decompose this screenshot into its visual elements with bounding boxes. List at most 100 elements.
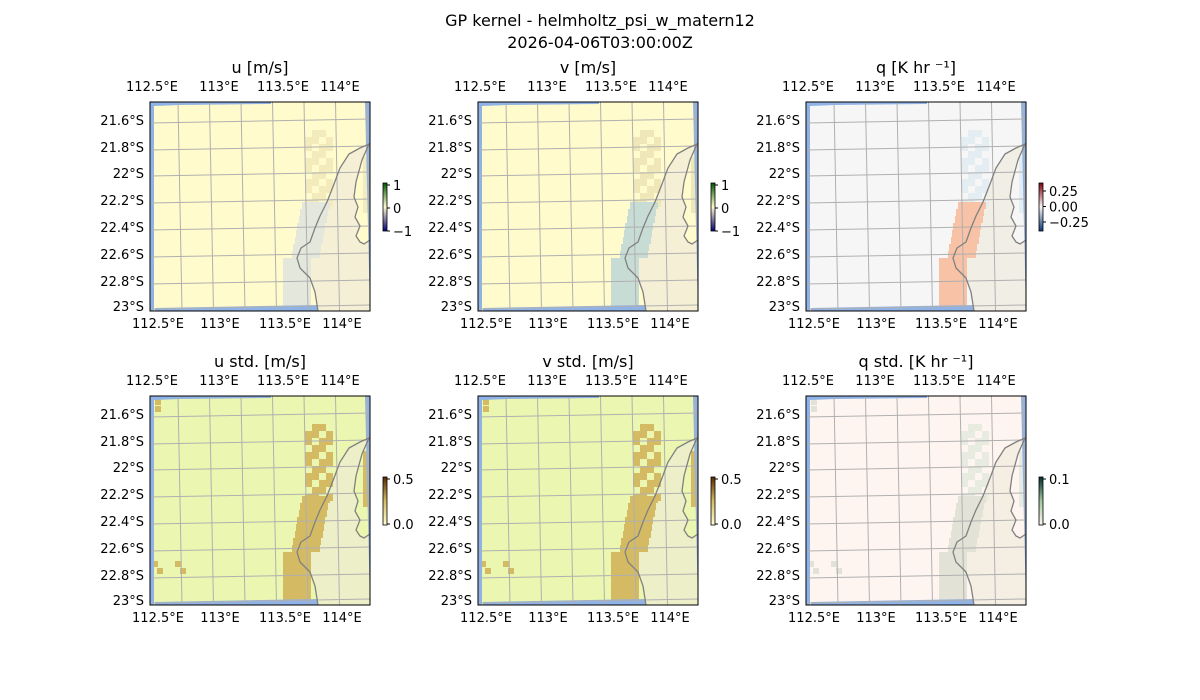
heat-cell <box>312 172 319 179</box>
heat-cell <box>976 510 983 517</box>
gridline-lon <box>366 102 370 285</box>
heat-cell <box>297 552 304 559</box>
gridline-lat <box>150 439 370 445</box>
gridline-lon <box>272 102 277 311</box>
heat-cell <box>975 186 982 193</box>
x-tick-label-top: 114°E <box>320 80 360 95</box>
heat-cell <box>982 179 989 186</box>
heat-cell <box>304 517 311 524</box>
heat-cell <box>946 272 953 279</box>
heat-cell <box>951 237 958 244</box>
panel-title: u std. [m/s] <box>214 352 306 371</box>
heat-cell <box>305 165 312 172</box>
heat-cell <box>647 459 654 466</box>
heat-cell <box>691 472 698 479</box>
heat-cell <box>953 566 960 573</box>
heat-cell <box>1019 178 1026 185</box>
heat-cell <box>283 559 290 566</box>
heat-cell <box>305 452 312 459</box>
heat-cell <box>640 137 647 144</box>
heat-cell <box>972 496 979 503</box>
heat-cell <box>965 531 972 538</box>
gridline-lon <box>896 102 902 311</box>
heat-cell <box>968 172 975 179</box>
heat-cell <box>813 568 819 574</box>
x-tick-label-top: 113.5°E <box>913 80 965 95</box>
heat-cell <box>647 186 654 193</box>
heat-cell <box>939 286 946 293</box>
heat-cell <box>283 279 290 286</box>
heat-cell <box>297 594 304 601</box>
heat-cell <box>836 568 842 574</box>
heat-cell <box>618 265 625 272</box>
coastline <box>952 436 1026 605</box>
y-tick-label: 22.4°S <box>100 221 144 236</box>
gridline-lat <box>478 304 698 310</box>
heat-cell <box>611 286 618 293</box>
heat-cell <box>297 272 304 279</box>
heat-cell <box>311 223 318 230</box>
heat-cell <box>618 272 625 279</box>
heat-cell <box>319 480 326 487</box>
heat-cell <box>618 279 625 286</box>
heat-cell <box>976 216 983 223</box>
gridline-lat <box>478 598 698 604</box>
y-tick-label: 22.2°S <box>428 194 472 209</box>
heat-cell <box>317 524 324 531</box>
heat-cell <box>297 580 304 587</box>
y-tick-label: 22.6°S <box>428 542 472 557</box>
gridline-lat <box>478 145 698 151</box>
heat-cell <box>953 594 960 601</box>
heat-cell <box>295 237 302 244</box>
heat-cell <box>508 568 514 574</box>
heat-cell <box>319 445 326 452</box>
heat-cell <box>633 459 640 466</box>
heat-cell <box>691 479 698 486</box>
map-panel: v [m/s]112.5°E112.5°E113°E113°E113.5°E11… <box>428 58 740 332</box>
x-tick-label-bottom: 113.5°E <box>259 317 311 332</box>
heat-cell <box>637 237 644 244</box>
map-content <box>478 102 698 311</box>
gridline-lon <box>833 102 839 311</box>
heat-cell <box>625 293 632 300</box>
heat-cell <box>648 216 655 223</box>
colorbar <box>382 476 388 526</box>
heat-cell <box>312 151 319 158</box>
heat-cell <box>306 216 313 223</box>
gridline-lat <box>150 279 370 285</box>
gridline-lat <box>806 546 1026 552</box>
heat-cell <box>640 158 647 165</box>
heat-cell <box>290 300 297 307</box>
heat-cell <box>975 487 982 494</box>
heat-cell <box>319 130 326 137</box>
heat-cell <box>968 151 975 158</box>
heat-cell <box>946 279 953 286</box>
heat-cell <box>1019 206 1026 213</box>
map-panel: v std. [m/s] 112.5°E 112.5°E 113°E 113°E 113.… <box>428 352 741 626</box>
heat-cell <box>297 286 304 293</box>
colorbar-tick-label: 0.0 <box>393 518 414 533</box>
gridline-lon <box>505 396 511 605</box>
y-tick-label: 22°S <box>113 167 144 182</box>
map-content <box>478 396 698 605</box>
heat-cell <box>640 431 647 438</box>
heat-cell <box>611 279 618 286</box>
heat-cell <box>939 566 946 573</box>
heat-cell <box>627 216 634 223</box>
y-tick-label: 21.8°S <box>100 435 144 450</box>
heat-cell <box>961 137 968 144</box>
y-tick-label: 22.4°S <box>756 221 800 236</box>
heat-cell <box>975 130 982 137</box>
gridline-lon <box>366 396 370 579</box>
heat-cell <box>968 452 975 459</box>
heat-cell <box>640 424 647 431</box>
gridline-lon <box>335 396 340 605</box>
heat-cell <box>654 179 661 186</box>
heat-cell <box>645 230 652 237</box>
gridline-lat <box>150 412 370 418</box>
heat-cell <box>968 473 975 480</box>
heat-cell <box>648 510 655 517</box>
heat-cell <box>625 517 632 524</box>
gridline-lon <box>663 396 668 605</box>
y-tick-label: 21.6°S <box>100 114 144 129</box>
